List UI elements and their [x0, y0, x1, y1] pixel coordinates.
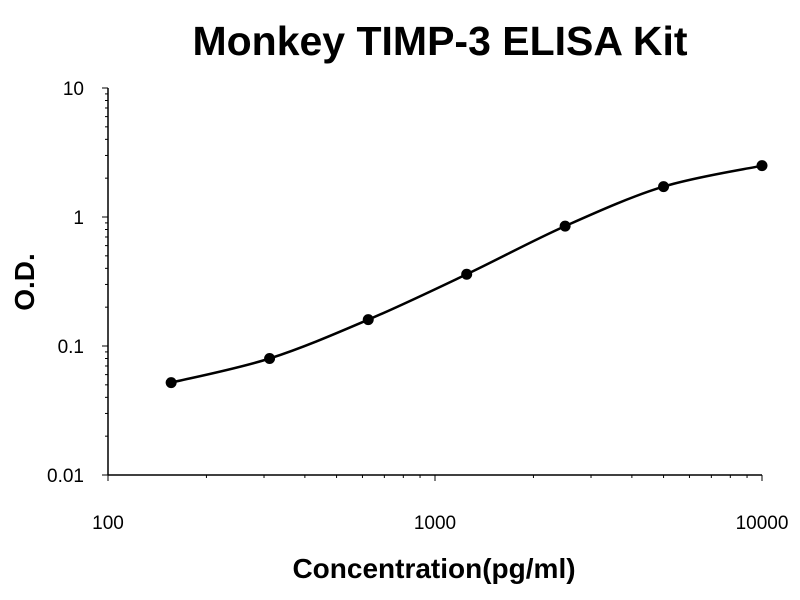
- data-point: [264, 353, 276, 365]
- x-axis-tick-labels: 100 1000 10000: [92, 513, 788, 534]
- y-tick-label: 0.1: [58, 337, 84, 358]
- data-point: [756, 160, 768, 172]
- data-points: [165, 160, 768, 389]
- data-point: [559, 220, 571, 232]
- y-tick-label: 0.01: [47, 466, 84, 487]
- data-point: [658, 181, 670, 193]
- data-point: [461, 268, 473, 280]
- chart-title: Monkey TIMP-3 ELISA Kit: [192, 18, 687, 64]
- x-tick-label: 10000: [736, 513, 789, 534]
- y-axis-ticks: [102, 87, 108, 476]
- x-tick-label: 1000: [414, 513, 456, 534]
- plot-area: 0.01 0.1 1 10 100 1000 10000: [47, 79, 788, 534]
- data-point: [362, 314, 374, 326]
- y-tick-label: 10: [63, 79, 84, 100]
- x-tick-label: 100: [92, 513, 124, 534]
- x-axis-ticks: [107, 475, 763, 481]
- data-point: [165, 377, 177, 389]
- y-axis-tick-labels: 0.01 0.1 1 10: [47, 79, 84, 487]
- x-axis-title: Concentration(pg/ml): [292, 553, 575, 584]
- y-axis-title: O.D.: [9, 253, 40, 311]
- y-tick-label: 1: [73, 208, 84, 229]
